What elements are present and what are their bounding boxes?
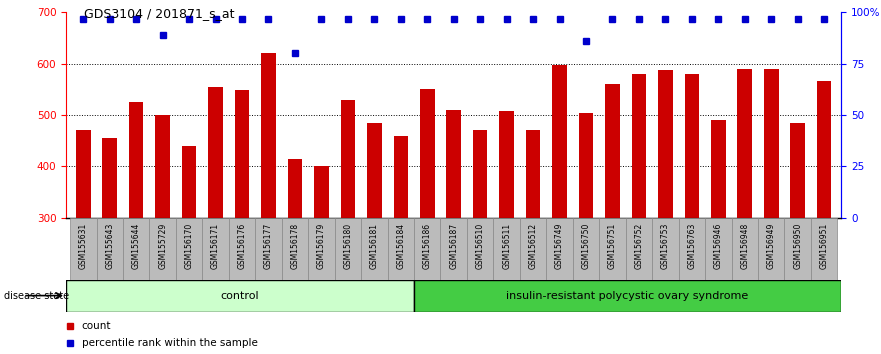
Text: GSM156763: GSM156763	[687, 223, 696, 269]
Bar	[493, 218, 520, 280]
Bar	[388, 218, 414, 280]
Bar	[473, 130, 487, 218]
Text: GSM156184: GSM156184	[396, 223, 405, 269]
Text: GSM156948: GSM156948	[740, 223, 749, 269]
Bar	[737, 69, 752, 218]
Bar	[731, 218, 758, 280]
Text: GSM155631: GSM155631	[78, 223, 88, 269]
Text: GSM156176: GSM156176	[238, 223, 247, 269]
Bar	[315, 166, 329, 218]
Bar	[288, 159, 302, 218]
Bar	[467, 218, 493, 280]
Text: GSM156752: GSM156752	[634, 223, 643, 269]
Bar	[764, 69, 779, 218]
Text: GSM156181: GSM156181	[370, 223, 379, 269]
Text: GSM155643: GSM155643	[105, 223, 115, 269]
Bar	[234, 90, 249, 218]
Text: GSM156510: GSM156510	[476, 223, 485, 269]
Text: GSM156749: GSM156749	[555, 223, 564, 269]
Text: GSM155729: GSM155729	[159, 223, 167, 269]
Text: control: control	[220, 291, 259, 301]
Text: disease state: disease state	[4, 291, 70, 301]
Text: GSM155644: GSM155644	[131, 223, 141, 269]
Bar	[447, 110, 461, 218]
Bar	[573, 218, 599, 280]
Bar	[652, 218, 678, 280]
Bar	[678, 218, 705, 280]
Text: GSM156753: GSM156753	[661, 223, 670, 269]
Bar	[605, 84, 619, 218]
Bar	[335, 218, 361, 280]
Text: GSM156186: GSM156186	[423, 223, 432, 269]
Text: GSM156512: GSM156512	[529, 223, 537, 269]
Text: GSM156187: GSM156187	[449, 223, 458, 269]
Bar	[526, 130, 540, 218]
Bar	[176, 218, 203, 280]
Bar	[181, 146, 196, 218]
Bar	[817, 81, 832, 218]
Bar	[97, 218, 123, 280]
Bar	[150, 218, 176, 280]
Bar	[76, 130, 91, 218]
Bar	[102, 138, 117, 218]
Bar	[413, 280, 841, 312]
Text: GSM156511: GSM156511	[502, 223, 511, 269]
Bar	[394, 136, 408, 218]
Bar	[440, 218, 467, 280]
Bar	[203, 218, 229, 280]
Bar	[282, 218, 308, 280]
Text: GSM156751: GSM156751	[608, 223, 617, 269]
Text: GSM156177: GSM156177	[264, 223, 273, 269]
Text: GSM156951: GSM156951	[819, 223, 829, 269]
Bar	[599, 218, 626, 280]
Bar	[361, 218, 388, 280]
Text: GSM156180: GSM156180	[344, 223, 352, 269]
Text: GSM156949: GSM156949	[766, 223, 776, 269]
Text: GDS3104 / 201871_s_at: GDS3104 / 201871_s_at	[84, 7, 234, 20]
Text: GSM156170: GSM156170	[185, 223, 194, 269]
Bar	[420, 89, 434, 218]
Text: GSM156179: GSM156179	[317, 223, 326, 269]
Bar	[229, 218, 255, 280]
Bar	[711, 120, 726, 218]
Bar	[367, 123, 381, 218]
Text: GSM156171: GSM156171	[211, 223, 220, 269]
Bar	[758, 218, 784, 280]
Bar	[341, 99, 355, 218]
Text: insulin-resistant polycystic ovary syndrome: insulin-resistant polycystic ovary syndr…	[507, 291, 749, 301]
Bar	[123, 218, 150, 280]
Bar	[414, 218, 440, 280]
Text: count: count	[82, 321, 111, 331]
Bar	[262, 53, 276, 218]
Bar	[705, 218, 731, 280]
Bar	[520, 218, 546, 280]
Bar	[155, 115, 170, 218]
Bar	[129, 102, 144, 218]
Bar	[552, 65, 566, 218]
Text: GSM156750: GSM156750	[581, 223, 590, 269]
Bar	[790, 123, 805, 218]
Bar	[626, 218, 652, 280]
Text: GSM156946: GSM156946	[714, 223, 722, 269]
Bar	[66, 280, 413, 312]
Bar	[811, 218, 837, 280]
Bar	[546, 218, 573, 280]
Bar	[500, 111, 514, 218]
Text: GSM156178: GSM156178	[291, 223, 300, 269]
Bar	[308, 218, 335, 280]
Bar	[255, 218, 282, 280]
Bar	[632, 74, 646, 218]
Text: GSM156950: GSM156950	[793, 223, 803, 269]
Bar	[685, 74, 700, 218]
Bar	[70, 218, 97, 280]
Bar	[579, 113, 593, 218]
Bar	[658, 70, 673, 218]
Text: percentile rank within the sample: percentile rank within the sample	[82, 338, 257, 348]
Bar	[784, 218, 811, 280]
Bar	[208, 87, 223, 218]
